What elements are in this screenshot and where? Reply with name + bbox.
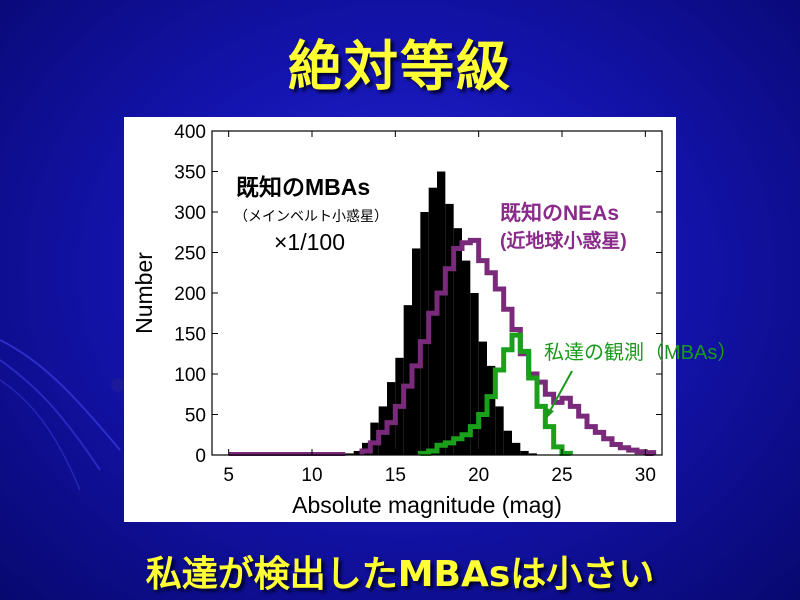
- mba-sublabel: （メインベルト小惑星）: [234, 208, 388, 224]
- nea-step-line: [359, 237, 657, 456]
- y-tick-label: 50: [185, 406, 206, 427]
- x-tick-label: 15: [385, 465, 406, 486]
- mba-histogram-bar: [512, 442, 521, 455]
- y-tick-label: 150: [174, 325, 206, 346]
- slide-caption: 私達が検出したMBAsは小さい: [145, 554, 655, 595]
- observation-arrow-line: [549, 370, 573, 412]
- y-tick-label: 300: [174, 203, 206, 224]
- mba-histogram-bar: [495, 406, 504, 455]
- mba-histogram-bar: [387, 382, 396, 455]
- mba-histogram-bar: [437, 171, 446, 455]
- mba-histogram-bar: [353, 450, 362, 455]
- x-tick-label: 30: [635, 465, 656, 486]
- mba-histogram-bar: [445, 203, 454, 455]
- mba-label: 既知のMBAs: [236, 174, 370, 200]
- mba-histogram-bar: [503, 430, 512, 455]
- y-axis-label: Number: [131, 252, 157, 334]
- nea-label: 既知のNEAs: [500, 201, 619, 225]
- x-tick-label: 20: [468, 465, 489, 486]
- mba-histogram-bar: [412, 248, 421, 455]
- mba-histogram-bar: [520, 450, 529, 455]
- x-tick-label: 5: [223, 465, 234, 486]
- mba-histogram-bar: [470, 293, 479, 455]
- y-tick-label: 250: [174, 244, 206, 265]
- mba-histogram-bar: [403, 305, 412, 455]
- x-axis-label: Absolute magnitude (mag): [292, 492, 562, 518]
- y-tick-label: 400: [174, 122, 206, 143]
- mba-histogram-bar: [478, 341, 487, 455]
- mba-histogram-bar: [453, 228, 462, 455]
- nea-sublabel: (近地球小惑星): [500, 229, 627, 252]
- mba-histogram-bar: [345, 453, 354, 455]
- observation-label: 私達の観測（MBAs）: [544, 341, 737, 364]
- x-tick-label: 25: [551, 465, 572, 486]
- y-tick-label: 100: [174, 365, 206, 386]
- y-tick-label: 0: [195, 446, 206, 467]
- decorative-swoosh: [0, 339, 125, 491]
- y-tick-label: 350: [174, 163, 206, 184]
- observation-step-line: [417, 332, 573, 456]
- mba-histogram-bar: [462, 260, 471, 455]
- mba-histogram-bar: [487, 365, 496, 455]
- histogram-chart: 0 50 100 150 200 250 300 350 400 5 10 15 20 25 30 Absol…: [131, 122, 737, 518]
- mba-scale-note: ×1/100: [274, 229, 345, 255]
- mba-histogram-bar: [528, 453, 537, 455]
- mba-histogram-bar: [420, 212, 429, 455]
- x-tick-label: 10: [301, 465, 322, 486]
- mba-histogram-bar: [428, 187, 437, 455]
- mba-histogram-bar: [370, 422, 379, 455]
- chart-panel: 0 50 100 150 200 250 300 350 400 5 10 15 20 25 30 Absol…: [124, 117, 737, 522]
- slide-title: 絶対等級: [288, 35, 512, 98]
- observation-arrowhead: [544, 407, 554, 419]
- y-tick-label: 200: [174, 284, 206, 305]
